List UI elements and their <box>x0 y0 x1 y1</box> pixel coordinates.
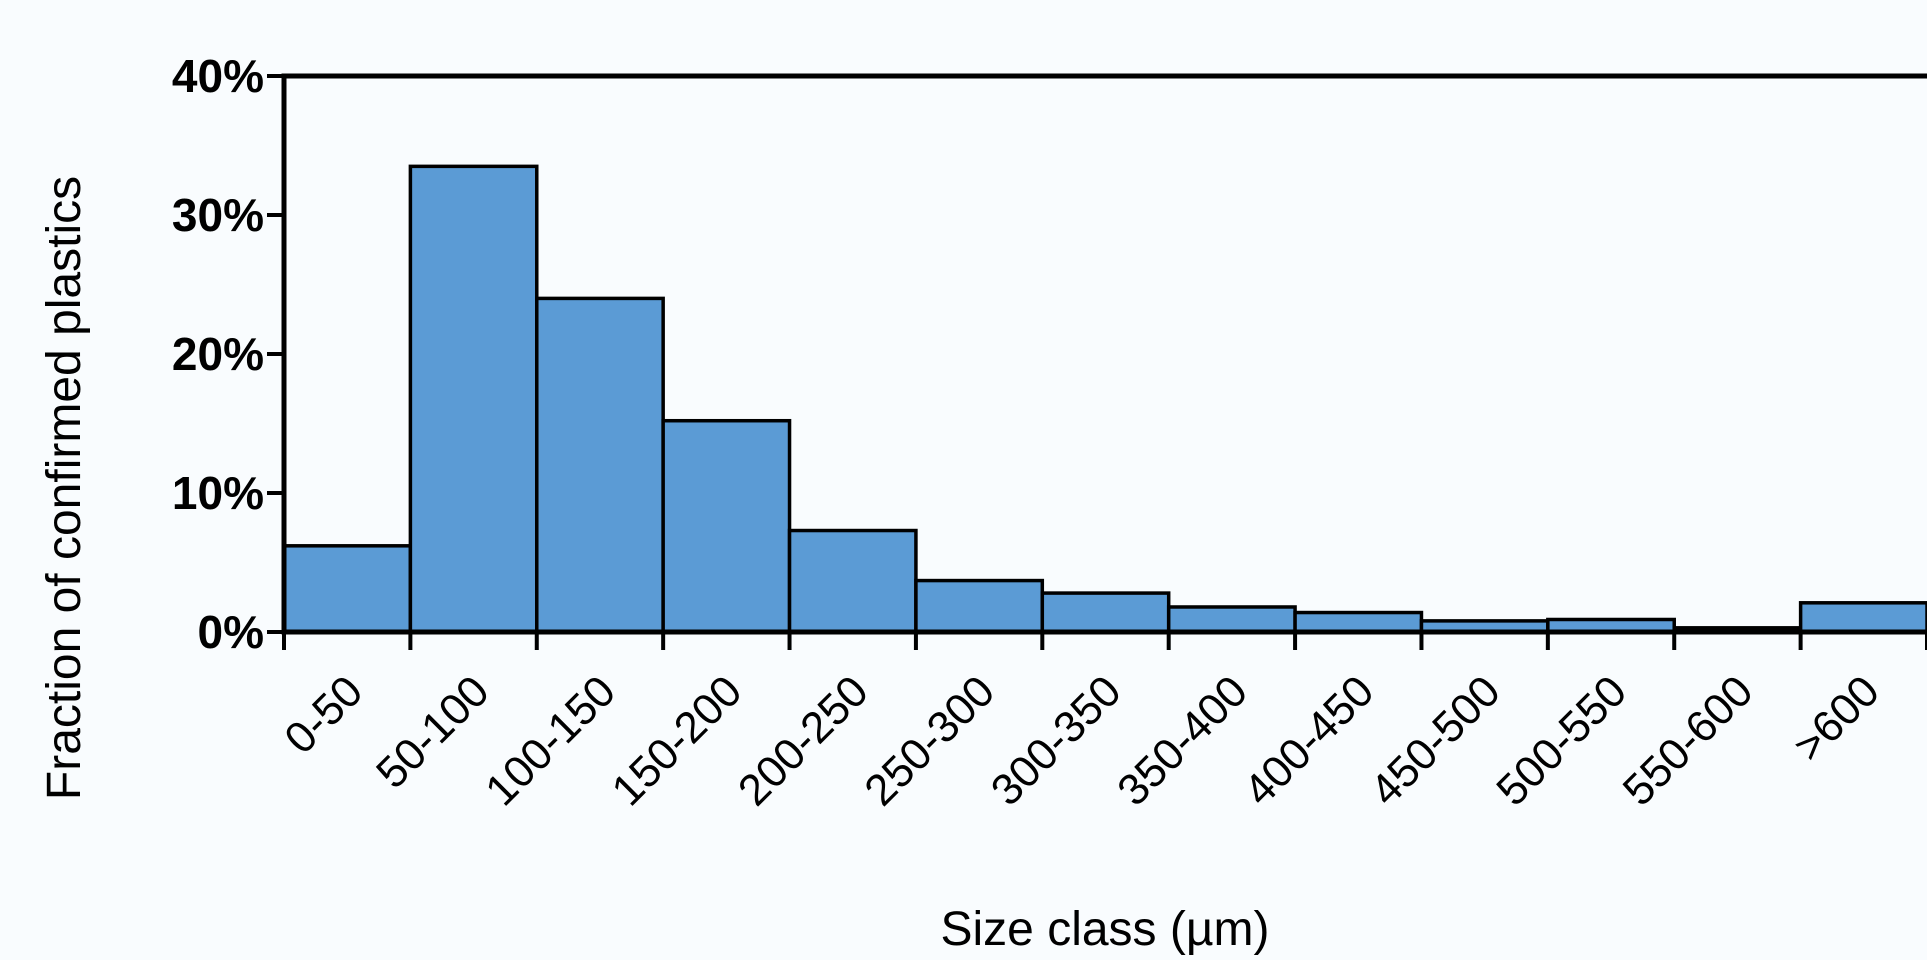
y-axis-title: Fraction of confirmed plastics <box>38 176 91 800</box>
y-tick-label: 0% <box>198 606 264 658</box>
x-tick-label: 350-400 <box>1108 666 1257 815</box>
x-tick-label: 300-350 <box>982 666 1131 815</box>
x-ticks-group: 0-5050-100100-150150-200200-250250-30030… <box>275 632 1927 815</box>
bar-50-100 <box>408 164 539 634</box>
y-tick-label: 40% <box>172 50 264 102</box>
x-tick-label: 450-500 <box>1361 666 1510 815</box>
bar-150-200 <box>661 418 792 634</box>
x-tick-label: 200-250 <box>729 666 878 815</box>
bar-200-250 <box>787 528 918 634</box>
y-tick-label: 20% <box>172 328 264 380</box>
x-axis-title: Size class (µm) <box>940 903 1269 955</box>
bar-100-150 <box>535 296 665 634</box>
bar-0-50 <box>282 544 413 634</box>
bar-300-350 <box>1040 591 1171 634</box>
x-tick-label: 550-600 <box>1614 666 1763 815</box>
x-tick-label: 250-300 <box>855 666 1004 815</box>
bar-gt600 <box>1798 601 1927 634</box>
x-tick-label: 150-200 <box>603 666 752 815</box>
bar-350-400 <box>1166 605 1297 634</box>
y-ticks-group: 0% 10% 20% 30% 40% <box>172 50 284 658</box>
y-tick-label: 30% <box>172 189 264 241</box>
bar-250-300 <box>914 578 1045 634</box>
x-tick-label: 100-150 <box>476 666 625 815</box>
x-tick-label: 0-50 <box>275 666 372 763</box>
y-tick-label: 10% <box>172 467 264 519</box>
x-tick-label: >600 <box>1784 666 1889 771</box>
bars-group <box>282 164 1927 634</box>
x-tick-label: 500-550 <box>1487 666 1636 815</box>
x-tick-label: 400-450 <box>1235 666 1384 815</box>
bar-400-450 <box>1293 610 1424 634</box>
